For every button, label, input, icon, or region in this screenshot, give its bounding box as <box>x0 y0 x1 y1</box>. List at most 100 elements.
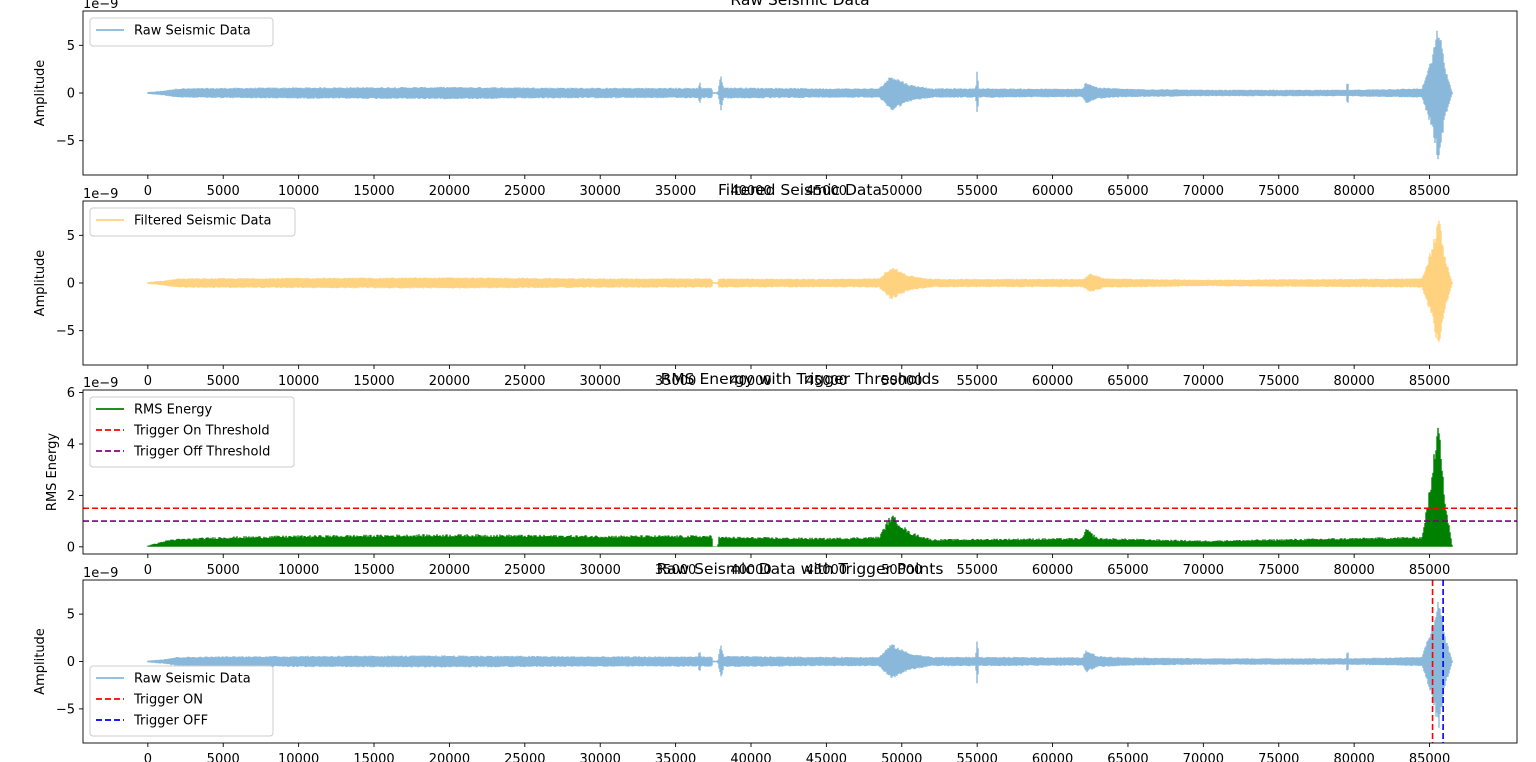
x-tick-label: 10000 <box>278 374 319 389</box>
y-tick-label: 0 <box>67 87 75 102</box>
x-tick-label: 75000 <box>1258 563 1299 578</box>
x-tick-label: 70000 <box>1183 563 1224 578</box>
x-tick-label: 25000 <box>504 374 545 389</box>
x-tick-label: 45000 <box>806 752 847 762</box>
x-tick-label: 30000 <box>580 563 621 578</box>
x-tick-label: 10000 <box>278 752 319 762</box>
panel-3: 0 5000 10000 15000 20000 25000 30000 35000 40000… <box>45 370 1518 578</box>
x-tick-label: 20000 <box>429 374 470 389</box>
legend-label: Trigger ON <box>133 693 203 708</box>
y-tick-label: 0 <box>67 277 75 292</box>
x-tick-label: 35000 <box>655 374 696 389</box>
x-tick-label: 85000 <box>1409 184 1450 199</box>
x-tick-label: 35000 <box>655 752 696 762</box>
y-tick-label: −5 <box>56 134 75 149</box>
x-tick-label: 60000 <box>1032 563 1073 578</box>
x-tick-label: 55000 <box>956 374 997 389</box>
x-tick-label: 0 <box>144 563 152 578</box>
x-tick-label: 50000 <box>881 752 922 762</box>
y-tick-label: 6 <box>67 386 75 401</box>
axis-offset-label: 1e−9 <box>83 566 118 581</box>
x-tick-label: 80000 <box>1333 184 1374 199</box>
x-tick-label: 5000 <box>207 184 240 199</box>
axis-offset-label: 1e−9 <box>83 376 118 391</box>
x-tick-label: 55000 <box>956 184 997 199</box>
x-tick-label: 5000 <box>207 563 240 578</box>
x-tick-label: 15000 <box>353 563 394 578</box>
x-tick-label: 70000 <box>1183 184 1224 199</box>
x-tick-label: 60000 <box>1032 374 1073 389</box>
x-tick-label: 5000 <box>207 752 240 762</box>
x-tick-label: 40000 <box>730 184 771 199</box>
x-tick-label: 65000 <box>1107 184 1148 199</box>
x-tick-label: 50000 <box>881 374 922 389</box>
x-tick-label: 10000 <box>278 184 319 199</box>
axis-offset-label: 1e−9 <box>83 0 118 12</box>
x-tick-label: 40000 <box>730 374 771 389</box>
plot-area <box>147 220 1453 342</box>
legend-box <box>89 207 296 237</box>
x-tick-label: 20000 <box>429 184 470 199</box>
x-tick-label: 15000 <box>353 184 394 199</box>
legend-box <box>89 665 274 737</box>
x-tick-label: 30000 <box>580 752 621 762</box>
x-tick-label: 50000 <box>881 563 922 578</box>
y-tick-label: 5 <box>67 229 75 244</box>
x-tick-label: 50000 <box>881 184 922 199</box>
x-tick-label: 25000 <box>504 184 545 199</box>
x-tick-label: 70000 <box>1183 374 1224 389</box>
legend-label: Raw Seismic Data <box>134 24 251 39</box>
x-tick-label: 80000 <box>1333 374 1374 389</box>
y-axis-label: Amplitude <box>33 60 48 127</box>
y-tick-label: 2 <box>67 489 75 504</box>
panel-1: 0 5000 10000 15000 20000 25000 30000 35000 40000… <box>33 0 1518 199</box>
x-tick-label: 70000 <box>1183 752 1224 762</box>
y-tick-label: 4 <box>67 437 75 452</box>
x-tick-label: 20000 <box>429 563 470 578</box>
chart-title: Raw Seismic Data with Trigger Points <box>657 560 944 578</box>
x-tick-label: 80000 <box>1333 563 1374 578</box>
chart-title: RMS Energy with Trigger Thresholds <box>661 370 940 388</box>
x-tick-label: 55000 <box>956 563 997 578</box>
x-tick-label: 0 <box>144 184 152 199</box>
x-tick-label: 35000 <box>655 563 696 578</box>
series-rms-energy <box>147 427 1453 547</box>
legend: RMS Energy Trigger On Threshold Trigger Of… <box>89 396 295 468</box>
x-tick-label: 5000 <box>207 374 240 389</box>
legend-label: Trigger Off Threshold <box>133 445 270 460</box>
panel-2: 0 5000 10000 15000 20000 25000 30000 35000 40000… <box>33 181 1518 389</box>
legend-box <box>89 17 274 47</box>
x-tick-label: 40000 <box>730 752 771 762</box>
y-axis-label: Amplitude <box>33 628 48 695</box>
y-tick-label: −5 <box>56 702 75 717</box>
panel-4: 0 5000 10000 15000 20000 25000 30000 35000 40000… <box>33 560 1518 762</box>
x-tick-label: 85000 <box>1409 752 1450 762</box>
x-tick-label: 25000 <box>504 752 545 762</box>
x-tick-label: 20000 <box>429 752 470 762</box>
x-tick-label: 40000 <box>730 563 771 578</box>
y-tick-label: 0 <box>67 655 75 670</box>
x-tick-label: 80000 <box>1333 752 1374 762</box>
series-raw-seismic-data <box>147 602 1453 728</box>
x-tick-label: 45000 <box>806 184 847 199</box>
x-tick-label: 0 <box>144 752 152 762</box>
x-tick-label: 25000 <box>504 563 545 578</box>
y-tick-label: 5 <box>67 608 75 623</box>
plot-area <box>147 30 1453 160</box>
x-tick-label: 30000 <box>580 374 621 389</box>
x-tick-label: 15000 <box>353 752 394 762</box>
y-axis-label: Amplitude <box>33 250 48 317</box>
x-tick-label: 60000 <box>1032 752 1073 762</box>
legend: Raw Seismic Data <box>89 17 274 47</box>
x-tick-label: 35000 <box>655 184 696 199</box>
x-tick-label: 85000 <box>1409 374 1450 389</box>
x-tick-label: 65000 <box>1107 563 1148 578</box>
x-tick-label: 0 <box>144 374 152 389</box>
legend-label: Raw Seismic Data <box>134 672 251 687</box>
x-tick-label: 15000 <box>353 374 394 389</box>
axis-offset-label: 1e−9 <box>83 187 118 202</box>
x-tick-label: 85000 <box>1409 563 1450 578</box>
axes-frame <box>82 389 1518 555</box>
x-tick-label: 60000 <box>1032 184 1073 199</box>
